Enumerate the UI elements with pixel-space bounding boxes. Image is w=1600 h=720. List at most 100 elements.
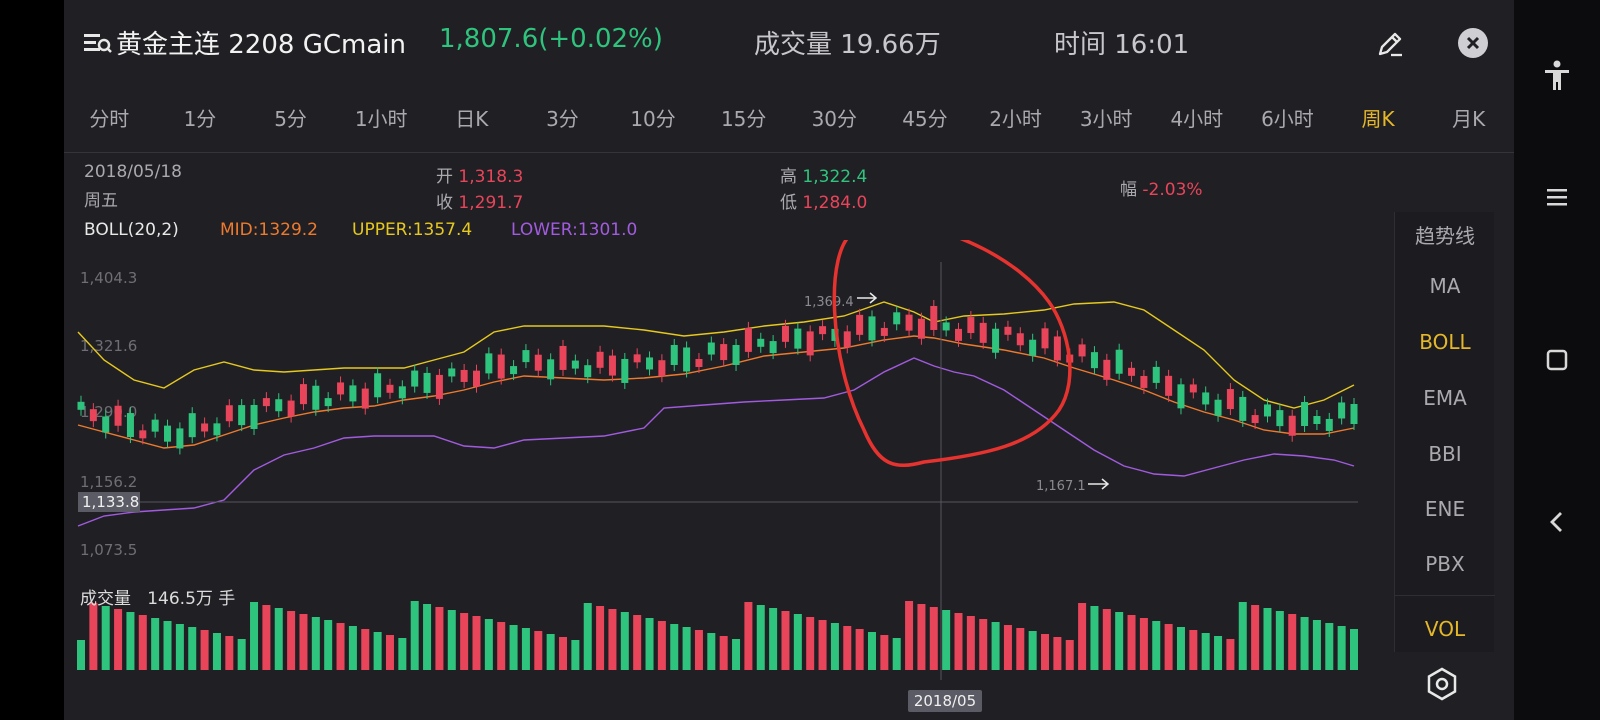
accessibility-icon[interactable] — [1540, 58, 1574, 92]
candle-body — [126, 413, 134, 438]
candle-body — [275, 399, 283, 412]
candle-body — [880, 327, 888, 336]
tab-12[interactable]: 4小时 — [1170, 107, 1224, 131]
candle-body — [720, 344, 728, 361]
menu-search-icon[interactable] — [82, 30, 112, 56]
volume-bar — [447, 610, 456, 670]
close-icon — [1466, 36, 1480, 50]
tab-2[interactable]: 5分 — [274, 107, 307, 131]
candle-body — [781, 325, 789, 342]
volume-bar — [657, 621, 666, 670]
tab-1[interactable]: 1分 — [183, 107, 217, 131]
volume-bar — [1164, 624, 1173, 670]
volume-bar — [89, 603, 98, 670]
indicator-vol[interactable]: VOL — [1424, 617, 1466, 641]
volume-bar — [262, 605, 271, 670]
chart-app: 黄金主连 2208 GCmain 1,807.6(+0.02%) 成交量 19.… — [64, 0, 1514, 720]
amp-label: 幅 — [1120, 180, 1137, 200]
indicator-ma[interactable]: MA — [1429, 274, 1461, 298]
volume-bar — [732, 639, 741, 670]
volume-bar — [1115, 612, 1124, 670]
volume-bar — [1003, 625, 1012, 670]
indicator-boll[interactable]: BOLL — [1419, 330, 1471, 354]
candle-body — [435, 374, 443, 399]
tab-13[interactable]: 6小时 — [1261, 107, 1314, 131]
candle-body — [608, 355, 616, 376]
volume-value: 146.5万 手 — [147, 589, 236, 609]
volume-bar — [1214, 636, 1223, 670]
candle-body — [460, 369, 468, 382]
candle-body — [683, 347, 691, 372]
candle-body — [917, 318, 925, 339]
settings-hexagon-icon[interactable] — [1424, 666, 1460, 702]
volume-bar — [1238, 602, 1247, 670]
tab-6[interactable]: 10分 — [630, 107, 676, 131]
volume-bar — [299, 614, 308, 670]
tab-11[interactable]: 3小时 — [1079, 107, 1133, 131]
volume-bar — [373, 632, 382, 670]
volume-bar — [1016, 628, 1025, 670]
y-tick-label: 1,156.2 — [80, 473, 137, 491]
candle-body — [757, 338, 765, 347]
candle-body — [695, 359, 703, 368]
edit-pencil-icon[interactable] — [1374, 28, 1406, 60]
candle-body — [955, 328, 963, 341]
period-tabs: 分时 1分 5分 1小时 日K 3分 10分 15分 30分 45分 2小时 3小时 4小时 6小时 周K 月… — [64, 96, 1514, 142]
indicator-pbx[interactable]: PBX — [1425, 552, 1465, 576]
indicator-趋势线[interactable]: 趋势线 — [1415, 224, 1475, 248]
tab-8[interactable]: 30分 — [811, 107, 858, 131]
volume-bar — [1102, 609, 1111, 670]
volume-bar — [361, 629, 370, 670]
volume-bar — [929, 607, 938, 670]
indicator-bbi[interactable]: BBI — [1428, 442, 1462, 466]
candle-body — [646, 357, 654, 370]
tab-9[interactable]: 45分 — [902, 107, 948, 131]
candle-body — [299, 384, 307, 405]
candle-body — [1016, 333, 1024, 346]
candle-body — [1115, 349, 1123, 374]
volume-bar — [966, 616, 975, 670]
candle-body — [262, 398, 270, 407]
price-chart[interactable]: 1,404.31,321.61,290.01,156.21,073.51,133… — [64, 240, 1394, 710]
volume-bar — [1028, 631, 1037, 670]
volume-bar — [237, 639, 246, 670]
close-button[interactable] — [1458, 28, 1488, 58]
candle-body — [744, 327, 752, 352]
tab-7[interactable]: 15分 — [720, 107, 767, 131]
tab-5[interactable]: 3分 — [546, 107, 579, 131]
tab-0[interactable]: 分时 — [89, 107, 130, 131]
low-row: 低 1,284.0 — [780, 188, 867, 213]
crosshair-price-badge-bg — [78, 492, 140, 512]
volume-bar — [892, 638, 901, 670]
open-label: 开 — [436, 167, 453, 187]
volume-bar — [138, 615, 147, 670]
volume-bar — [781, 611, 790, 670]
volume-bar — [867, 632, 876, 670]
high-label: 高 — [780, 167, 797, 187]
tab-14[interactable]: 周K — [1361, 107, 1395, 131]
tab-3[interactable]: 1小时 — [354, 107, 408, 131]
volume-bar — [620, 612, 629, 670]
volume-label: 成交量 — [80, 589, 131, 609]
tab-15[interactable]: 月K — [1452, 107, 1486, 131]
square-icon[interactable] — [1540, 343, 1574, 377]
volume-bar — [534, 631, 543, 670]
candle-body — [398, 386, 406, 399]
candle-body — [1140, 375, 1148, 388]
indicator-ema[interactable]: EMA — [1423, 386, 1467, 410]
candle-body — [769, 341, 777, 354]
amplitude-row: 幅 -2.03% — [1120, 175, 1203, 200]
volume-bar — [126, 612, 135, 670]
back-chevron-icon[interactable] — [1540, 505, 1574, 539]
volume-bar — [670, 624, 679, 670]
indicator-ene[interactable]: ENE — [1424, 497, 1466, 521]
candle-body — [905, 314, 913, 331]
volume-bar — [188, 627, 197, 670]
volume-bar — [509, 625, 518, 670]
menu-icon[interactable] — [1540, 180, 1574, 214]
volume-bar — [101, 606, 110, 670]
candle-body — [1239, 396, 1247, 421]
volume-bar — [212, 633, 221, 670]
tab-4[interactable]: 日K — [455, 107, 489, 131]
tab-10[interactable]: 2小时 — [989, 107, 1042, 131]
